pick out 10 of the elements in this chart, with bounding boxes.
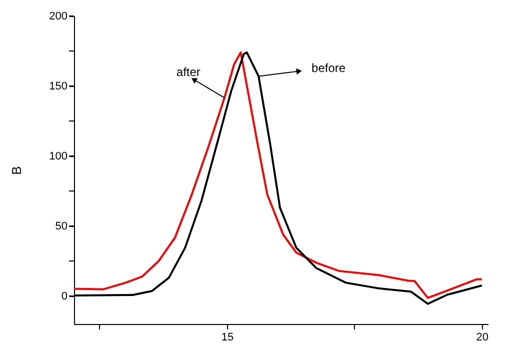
annotation: before <box>312 61 346 76</box>
y-tick-label: 0 <box>61 290 68 302</box>
y-tick-label: 100 <box>49 150 68 162</box>
y-tick-label: 150 <box>49 80 68 92</box>
y-tick-label: 200 <box>49 10 68 22</box>
y-tick-label: 50 <box>55 220 68 232</box>
y-axis-title: B <box>9 166 24 175</box>
x-tick-label: 20 <box>476 332 489 344</box>
annotation: after <box>176 64 200 79</box>
x-tick-label: 15 <box>221 332 234 344</box>
